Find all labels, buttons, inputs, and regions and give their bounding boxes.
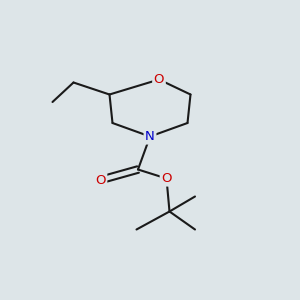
Text: N: N bbox=[145, 130, 155, 143]
Text: O: O bbox=[154, 73, 164, 86]
Text: O: O bbox=[95, 173, 106, 187]
Text: O: O bbox=[161, 172, 172, 185]
